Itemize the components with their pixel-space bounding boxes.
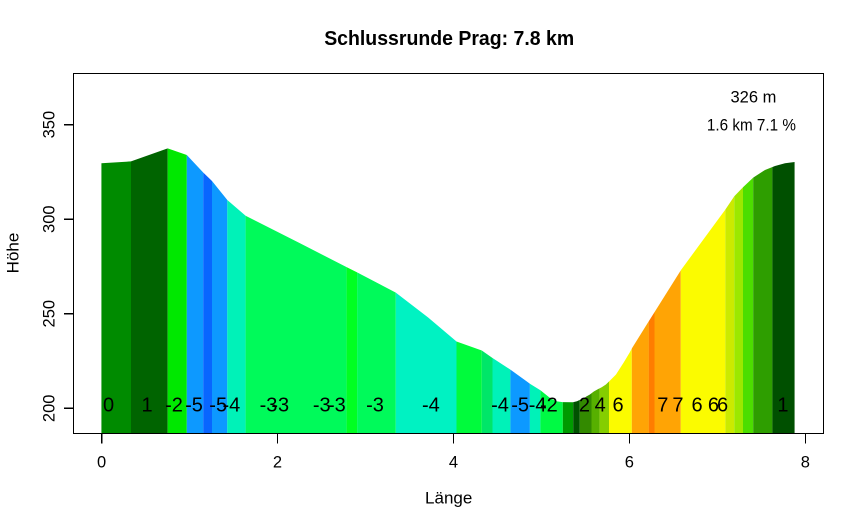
svg-text:-4: -4 (223, 394, 241, 416)
svg-text:4: 4 (595, 394, 606, 416)
svg-text:300: 300 (40, 205, 58, 233)
svg-text:Schlussrunde Prag: 7.8 km: Schlussrunde Prag: 7.8 km (324, 28, 574, 50)
svg-text:-5: -5 (185, 394, 203, 416)
svg-text:8: 8 (801, 454, 810, 472)
svg-text:Länge: Länge (425, 489, 472, 508)
svg-text:326 m: 326 m (730, 89, 776, 107)
svg-text:2: 2 (273, 454, 282, 472)
svg-text:1: 1 (777, 394, 788, 416)
svg-text:7: 7 (672, 394, 683, 416)
svg-text:-2: -2 (165, 394, 183, 416)
svg-text:6: 6 (717, 394, 728, 416)
svg-text:-5: -5 (511, 394, 529, 416)
svg-text:1: 1 (141, 394, 152, 416)
svg-text:250: 250 (40, 300, 58, 328)
svg-text:6: 6 (691, 394, 702, 416)
svg-text:2: 2 (579, 394, 590, 416)
svg-text:-3: -3 (366, 394, 384, 416)
svg-text:-4: -4 (529, 394, 547, 416)
svg-text:-5: -5 (209, 394, 227, 416)
svg-text:7: 7 (657, 394, 668, 416)
svg-text:-4: -4 (422, 394, 440, 416)
svg-text:-3: -3 (260, 394, 278, 416)
svg-text:0: 0 (97, 454, 106, 472)
svg-text:-3: -3 (271, 394, 289, 416)
svg-text:0: 0 (103, 394, 114, 416)
svg-text:-3: -3 (328, 394, 346, 416)
svg-text:-4: -4 (491, 394, 509, 416)
svg-text:-2: -2 (540, 394, 558, 416)
svg-text:6: 6 (625, 454, 634, 472)
svg-text:6: 6 (708, 394, 719, 416)
svg-text:6: 6 (612, 394, 623, 416)
svg-text:350: 350 (40, 111, 58, 139)
svg-text:-3: -3 (313, 394, 331, 416)
svg-text:1.6 km 7.1 %: 1.6 km 7.1 % (707, 117, 796, 135)
svg-text:Höhe: Höhe (4, 233, 23, 274)
svg-text:4: 4 (449, 454, 458, 472)
svg-text:200: 200 (40, 395, 58, 423)
